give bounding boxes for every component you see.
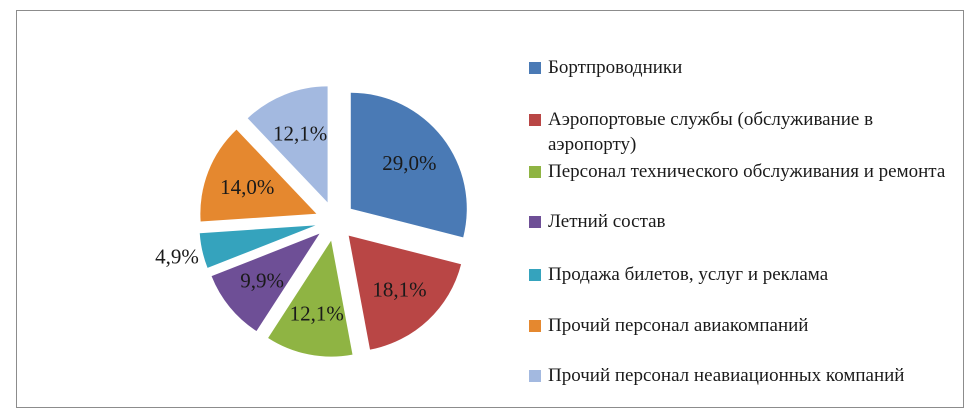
legend-label: Прочий персонал авиакомпаний bbox=[548, 315, 809, 336]
pie-chart: 29,0%18,1%12,1%9,9%4,9%14,0%12,1% bbox=[155, 86, 467, 357]
legend-swatch bbox=[529, 216, 541, 228]
slice-value-label: 14,0% bbox=[220, 175, 274, 199]
slice-value-label: 29,0% bbox=[382, 151, 436, 175]
legend-swatch bbox=[529, 114, 541, 126]
legend-label: Бортпроводники bbox=[548, 57, 683, 78]
legend-item: Аэропортовые службы (обслуживание в аэро… bbox=[529, 107, 959, 157]
slice-value-label: 4,9% bbox=[155, 245, 199, 269]
legend-item: Персонал технического обслуживания и рем… bbox=[529, 159, 959, 184]
slice-value-label: 12,1% bbox=[290, 301, 344, 325]
slice-value-label: 18,1% bbox=[372, 278, 426, 302]
legend-swatch bbox=[529, 166, 541, 178]
legend-swatch bbox=[529, 269, 541, 281]
legend-label: Летний состав bbox=[548, 211, 666, 232]
legend-label: Персонал технического обслуживания и рем… bbox=[548, 161, 946, 182]
pie-slice bbox=[199, 225, 316, 268]
legend-label: Прочий персонал неавиационных компаний bbox=[548, 365, 905, 386]
pie-slice bbox=[350, 92, 467, 238]
pie-slice bbox=[268, 240, 353, 357]
legend-item: Летний состав bbox=[529, 209, 959, 234]
pie-slice bbox=[247, 86, 328, 203]
pie-slice bbox=[200, 129, 317, 222]
pie-slice bbox=[211, 233, 320, 332]
legend-swatch bbox=[529, 320, 541, 332]
legend-swatch bbox=[529, 62, 541, 74]
legend-item: Бортпроводники bbox=[529, 55, 959, 80]
pie-slice bbox=[348, 235, 462, 350]
legend-swatch bbox=[529, 370, 541, 382]
slice-value-label: 9,9% bbox=[240, 269, 284, 293]
chart-frame: 29,0% 18,1% 12,1% 9,9% 4,9% 14,0% 12,1% Бортпр… bbox=[16, 10, 964, 408]
legend-label: Аэропортовые службы (обслуживание в аэро… bbox=[548, 109, 874, 155]
legend-item: Прочий персонал авиакомпаний bbox=[529, 313, 959, 338]
legend-item: Продажа билетов, услуг и реклама bbox=[529, 262, 959, 287]
legend-label: Продажа билетов, услуг и реклама bbox=[548, 264, 829, 285]
slice-value-label: 12,1% bbox=[273, 121, 327, 145]
legend-item: Прочий персонал неавиационных компаний bbox=[529, 363, 959, 388]
